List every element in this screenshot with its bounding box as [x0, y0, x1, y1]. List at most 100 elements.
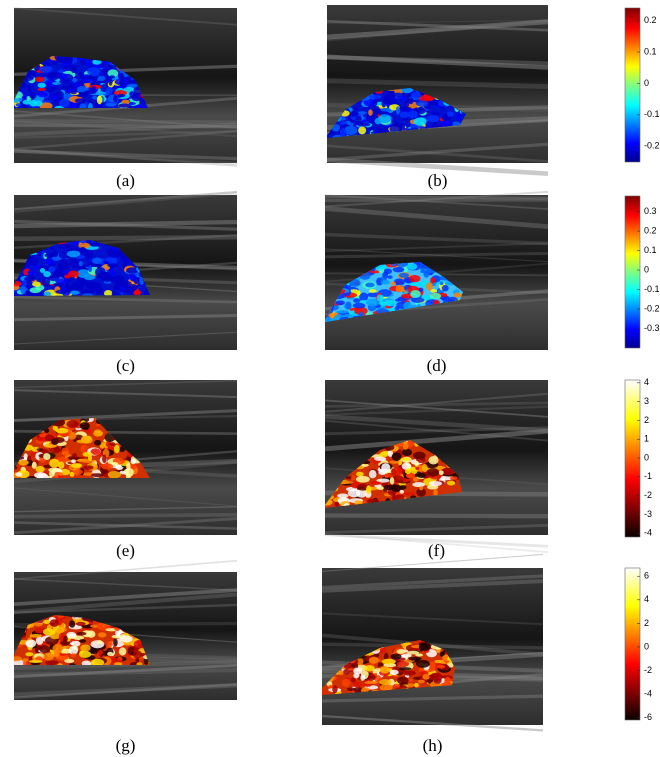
texture-spot — [133, 651, 142, 659]
texture-spot — [108, 77, 112, 86]
image-panel — [322, 192, 548, 350]
colorbar — [625, 196, 640, 348]
texture-spot — [53, 283, 63, 286]
texture-spot — [56, 428, 69, 434]
texture-spot — [58, 243, 70, 249]
colorbar-tick-label: -2 — [644, 665, 652, 675]
texture-spot — [106, 441, 110, 447]
texture-spot — [95, 268, 102, 277]
texture-spot — [410, 290, 421, 298]
texture-spot — [16, 103, 21, 107]
texture-spot — [393, 684, 400, 688]
texture-spot — [74, 83, 78, 89]
texture-spot — [438, 470, 443, 475]
texture-spot — [391, 467, 402, 476]
texture-spot — [48, 266, 55, 272]
texture-spot — [18, 460, 29, 466]
texture-spot — [43, 653, 54, 661]
texture-spot — [422, 464, 428, 472]
colorbar-tick-label: -0.1 — [644, 284, 660, 294]
texture-spot — [92, 86, 96, 92]
texture-spot — [426, 282, 433, 290]
texture-spot — [90, 242, 99, 247]
texture-spot — [114, 275, 125, 282]
colorbar-tick-label: -2 — [644, 490, 652, 500]
texture-spot — [411, 297, 424, 302]
texture-spot — [348, 489, 361, 497]
colorbar-tick-label: 0.3 — [644, 206, 657, 216]
texture-spot — [387, 275, 392, 279]
texture-spot — [32, 282, 41, 287]
texture-spot — [408, 657, 421, 661]
texture-spot — [384, 300, 395, 307]
texture-spot — [55, 278, 68, 283]
texture-spot — [50, 447, 61, 453]
tissue-streak — [14, 515, 237, 517]
panel-label: (h) — [423, 736, 443, 755]
colorbar-tick-label: -4 — [644, 688, 652, 698]
tissue-streak — [14, 237, 237, 238]
image-panel — [319, 380, 548, 552]
texture-spot — [403, 670, 416, 675]
colorbar — [625, 8, 640, 162]
texture-spot — [396, 285, 403, 292]
image-panel — [8, 8, 237, 166]
texture-spot — [90, 289, 94, 294]
texture-spot — [98, 650, 103, 656]
texture-spot — [361, 464, 368, 467]
texture-spot — [355, 116, 362, 123]
texture-spot — [34, 472, 46, 478]
texture-spot — [384, 474, 389, 478]
colorbar-tick-label: 0 — [644, 264, 649, 274]
texture-spot — [342, 679, 350, 687]
texture-spot — [39, 645, 50, 653]
texture-spot — [113, 639, 118, 647]
colorbar-tick-label: -1 — [644, 471, 652, 481]
texture-spot — [83, 427, 88, 430]
image-panel — [10, 380, 237, 535]
texture-spot — [92, 96, 98, 99]
texture-spot — [43, 628, 55, 635]
texture-spot — [351, 476, 356, 481]
texture-spot — [67, 285, 73, 291]
texture-spot — [71, 91, 77, 94]
texture-spot — [379, 452, 388, 457]
tissue-streak — [325, 200, 548, 201]
texture-spot — [67, 251, 80, 258]
texture-spot — [366, 485, 371, 494]
texture-spot — [97, 640, 102, 644]
texture-spot — [58, 271, 64, 276]
texture-spot — [345, 301, 351, 309]
texture-spot — [357, 123, 370, 127]
texture-spot — [20, 285, 26, 294]
colorbar-tick-label: 4 — [644, 377, 649, 387]
texture-spot — [40, 268, 45, 273]
texture-spot — [430, 293, 442, 299]
texture-spot — [398, 106, 411, 110]
texture-spot — [87, 67, 100, 76]
texture-spot — [408, 111, 418, 119]
texture-spot — [107, 652, 113, 656]
texture-spot — [370, 481, 381, 485]
texture-spot — [398, 667, 411, 670]
texture-spot — [413, 452, 426, 460]
texture-spot — [390, 477, 394, 485]
colorbar — [625, 380, 640, 537]
colorbar-tick-label: -6 — [644, 712, 652, 722]
texture-spot — [49, 459, 60, 468]
colorbar-tick-label: -0.3 — [644, 323, 660, 333]
texture-spot — [79, 75, 92, 79]
texture-spot — [392, 452, 402, 461]
texture-spot — [419, 486, 423, 490]
texture-spot — [37, 88, 45, 91]
texture-spot — [62, 80, 74, 84]
texture-spot — [427, 468, 439, 477]
texture-spot — [83, 452, 93, 457]
texture-spot — [405, 468, 411, 474]
panel-label: (a) — [116, 171, 135, 190]
texture-spot — [119, 647, 127, 655]
texture-spot — [119, 79, 126, 86]
texture-spot — [71, 463, 82, 468]
texture-spot — [75, 98, 86, 103]
texture-spot — [407, 263, 417, 270]
